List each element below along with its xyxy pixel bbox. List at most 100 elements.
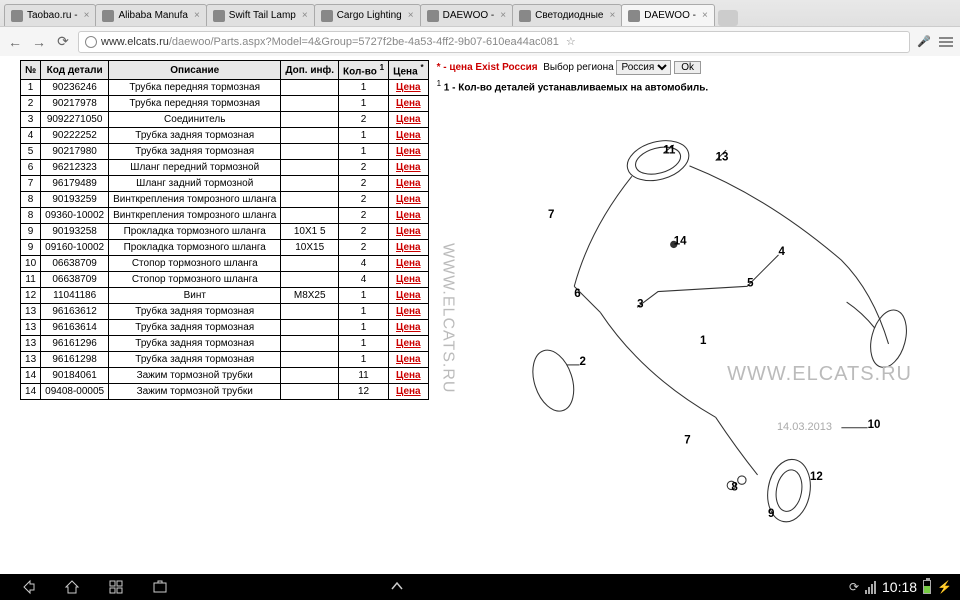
- close-tab-icon[interactable]: ×: [302, 10, 308, 21]
- price-link[interactable]: Цена: [396, 194, 421, 205]
- tab-label: Alibaba Manufa: [118, 10, 188, 21]
- back-button[interactable]: ←: [6, 33, 24, 51]
- price-link[interactable]: Цена: [396, 98, 421, 109]
- favicon: [11, 10, 23, 22]
- favicon: [519, 10, 531, 22]
- watermark-horizontal: WWW.ELCATS.RU: [727, 363, 912, 386]
- browser-tab[interactable]: Alibaba Manufa ×: [95, 4, 206, 26]
- favicon: [628, 10, 640, 22]
- close-tab-icon[interactable]: ×: [702, 10, 708, 21]
- favicon: [213, 10, 225, 22]
- table-row: 1006638709Стопор тормозного шланга4Цена: [21, 256, 429, 272]
- diagram-callout: 7: [684, 435, 690, 447]
- table-row: 796179489Шланг задний тормозной2Цена: [21, 176, 429, 192]
- diagram-callout: 2: [579, 356, 585, 368]
- diagram-svg: 11137614354211078129: [437, 103, 952, 543]
- forward-button[interactable]: →: [30, 33, 48, 51]
- browser-tab[interactable]: Cargo Lighting ×: [314, 4, 421, 26]
- close-tab-icon[interactable]: ×: [500, 10, 506, 21]
- price-link[interactable]: Цена: [396, 322, 421, 333]
- price-link[interactable]: Цена: [396, 178, 421, 189]
- browser-tab[interactable]: DAEWOO - ×: [621, 4, 715, 26]
- browser-tab[interactable]: Светодиодные ×: [512, 4, 622, 26]
- battery-icon: [923, 580, 931, 594]
- tab-label: DAEWOO -: [644, 10, 696, 21]
- price-link[interactable]: Цена: [396, 226, 421, 237]
- tab-strip: Taobao.ru -×Alibaba Manufa×Swift Tail La…: [0, 0, 960, 26]
- price-link[interactable]: Цена: [396, 114, 421, 125]
- diagram-callout: 10: [867, 419, 880, 431]
- table-row: 1106638709Стопор тормозного шланга4Цена: [21, 272, 429, 288]
- close-tab-icon[interactable]: ×: [84, 10, 90, 21]
- ok-button[interactable]: Ok: [674, 61, 701, 74]
- browser-tab[interactable]: Taobao.ru -×: [4, 4, 96, 26]
- browser-tab[interactable]: DAEWOO - ×: [420, 4, 514, 26]
- close-tab-icon[interactable]: ×: [194, 10, 200, 21]
- favicon: [321, 10, 333, 22]
- table-row: 696212323Шланг передний тормозной2Цена: [21, 160, 429, 176]
- tab-label: DAEWOO -: [443, 10, 495, 21]
- bookmark-icon[interactable]: ☆: [563, 34, 579, 50]
- android-up[interactable]: [390, 579, 404, 596]
- watermark-vertical: WWW.ELCATS.RU: [439, 243, 457, 393]
- table-row: 590217980Трубка задняя тормозная1Цена: [21, 144, 429, 160]
- table-row: 990193258Прокладка тормозного шланга10X1…: [21, 224, 429, 240]
- col-desc: Описание: [109, 61, 281, 80]
- diagram-callout: 4: [778, 246, 785, 258]
- diagram-callout: 1: [700, 335, 707, 347]
- diagram-callout: 9: [768, 508, 774, 520]
- diagram-callout: 8: [731, 482, 738, 494]
- price-link[interactable]: Цена: [396, 370, 421, 381]
- tab-label: Cargo Lighting: [337, 10, 402, 21]
- price-link[interactable]: Цена: [396, 290, 421, 301]
- price-link[interactable]: Цена: [396, 306, 421, 317]
- table-row: 490222252Трубка задняя тормозная1Цена: [21, 128, 429, 144]
- parts-table: № Код детали Описание Доп. инф. Кол-во 1…: [20, 60, 429, 400]
- price-legend: * - цена Exist Россия Выбор региона Росс…: [437, 60, 952, 75]
- sync-icon: ⟳: [849, 580, 859, 594]
- diagram-callout: 12: [810, 471, 823, 483]
- price-link[interactable]: Цена: [396, 130, 421, 141]
- tab-label: Светодиодные: [535, 10, 603, 21]
- browser-tab[interactable]: Swift Tail Lamp×: [206, 4, 315, 26]
- price-link[interactable]: Цена: [396, 386, 421, 397]
- address-bar[interactable]: www.elcats.ru/daewoo/Parts.aspx?Model=4&…: [78, 31, 910, 53]
- price-link[interactable]: Цена: [396, 242, 421, 253]
- diagram-callout: 6: [574, 288, 580, 300]
- price-link[interactable]: Цена: [396, 354, 421, 365]
- android-screenshot[interactable]: [152, 579, 168, 595]
- price-link[interactable]: Цена: [396, 210, 421, 221]
- status-bar: ⟳ 10:18 ⚡: [849, 579, 952, 595]
- price-link[interactable]: Цена: [396, 258, 421, 269]
- price-link[interactable]: Цена: [396, 338, 421, 349]
- new-tab-button[interactable]: [718, 10, 738, 26]
- close-tab-icon[interactable]: ×: [609, 10, 615, 21]
- mic-icon[interactable]: 🎤: [916, 34, 932, 50]
- table-row: 809360-10002Винткрепления томрозного шла…: [21, 208, 429, 224]
- menu-icon[interactable]: [938, 34, 954, 50]
- android-back[interactable]: [20, 579, 36, 595]
- col-code: Код детали: [41, 61, 109, 80]
- parts-diagram: WWW.ELCATS.RU WWW.ELCATS.RU 14.03.2013: [437, 103, 952, 543]
- parts-table-container: № Код детали Описание Доп. инф. Кол-во 1…: [0, 56, 429, 574]
- table-row: 39092271050Соединитель2Цена: [21, 112, 429, 128]
- diagram-callout: 13: [715, 152, 728, 164]
- table-row: 1490184061Зажим тормозной трубки11Цена: [21, 368, 429, 384]
- diagram-panel: * - цена Exist Россия Выбор региона Росс…: [429, 56, 960, 574]
- price-link[interactable]: Цена: [396, 82, 421, 93]
- android-home[interactable]: [64, 579, 80, 595]
- wifi-icon: [865, 581, 876, 594]
- price-link[interactable]: Цена: [396, 274, 421, 285]
- price-link[interactable]: Цена: [396, 146, 421, 157]
- col-n: №: [21, 61, 41, 80]
- android-recent[interactable]: [108, 579, 124, 595]
- region-select[interactable]: Россия: [616, 60, 671, 75]
- table-row: 1396163612Трубка задняя тормозная1Цена: [21, 304, 429, 320]
- close-tab-icon[interactable]: ×: [408, 10, 414, 21]
- price-link[interactable]: Цена: [396, 162, 421, 173]
- qty-footnote: 1 1 - Кол-во деталей устанавливаемых на …: [437, 79, 952, 93]
- reload-button[interactable]: ⟳: [54, 33, 72, 51]
- url-text: www.elcats.ru/daewoo/Parts.aspx?Model=4&…: [101, 36, 559, 48]
- clock: 10:18: [882, 579, 917, 595]
- table-row: 290217978Трубка передняя тормозная1Цена: [21, 96, 429, 112]
